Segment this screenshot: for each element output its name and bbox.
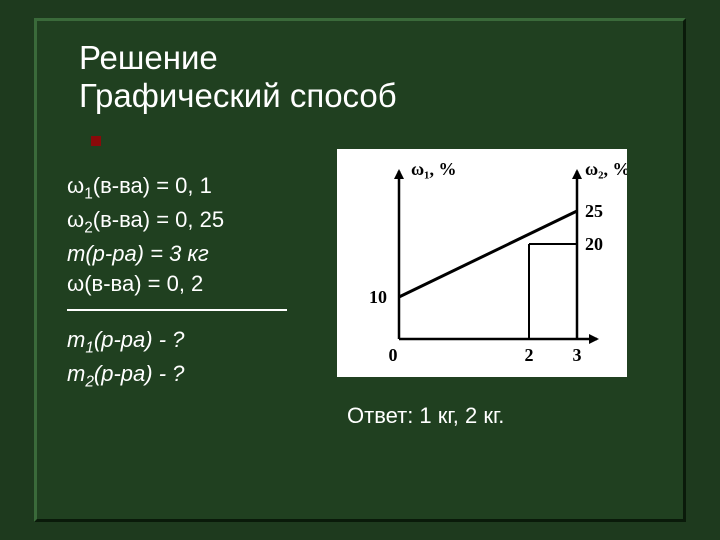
sub: 1: [84, 185, 93, 202]
content: ω1(в-ва) = 0, 1 ω2(в-ва) = 0, 25 m(р-ра)…: [67, 171, 653, 393]
sub: 2: [84, 220, 93, 237]
answer-text: Ответ: 1 кг, 2 кг.: [347, 403, 504, 429]
title-line-1: Решение: [79, 39, 655, 77]
sub: 2: [85, 373, 94, 390]
svg-text:10: 10: [369, 287, 387, 307]
title-accent: [91, 136, 101, 146]
val: (в-ва) = 0, 1: [93, 173, 212, 198]
val: (в-ва) = 0, 2: [84, 271, 203, 296]
val: (р-ра) - ?: [94, 361, 184, 386]
svg-text:25: 25: [585, 201, 603, 221]
omega: ω: [67, 271, 84, 296]
chart: 10 25 20 0 2 3 ω₁, % ω₂, %: [337, 149, 627, 377]
svg-text:0: 0: [389, 345, 398, 365]
slide: Решение Графический способ ω1(в-ва) = 0,…: [34, 18, 686, 522]
svg-text:20: 20: [585, 234, 603, 254]
svg-text:2: 2: [525, 345, 534, 365]
omega: ω: [67, 207, 84, 232]
val: (в-ва) = 0, 25: [93, 207, 224, 232]
divider: [67, 309, 287, 311]
svg-text:ω₁, %: ω₁, %: [411, 159, 457, 179]
chart-svg: 10 25 20 0 2 3 ω₁, % ω₂, %: [337, 149, 627, 377]
m: m: [67, 327, 85, 352]
val: (р-ра) - ?: [94, 327, 184, 352]
m: m: [67, 361, 85, 386]
title-block: Решение Графический способ: [37, 21, 683, 125]
title-line-2: Графический способ: [79, 77, 655, 115]
omega: ω: [67, 173, 84, 198]
svg-text:3: 3: [573, 345, 582, 365]
sub: 1: [85, 339, 94, 356]
svg-text:ω₂, %: ω₂, %: [585, 159, 627, 179]
